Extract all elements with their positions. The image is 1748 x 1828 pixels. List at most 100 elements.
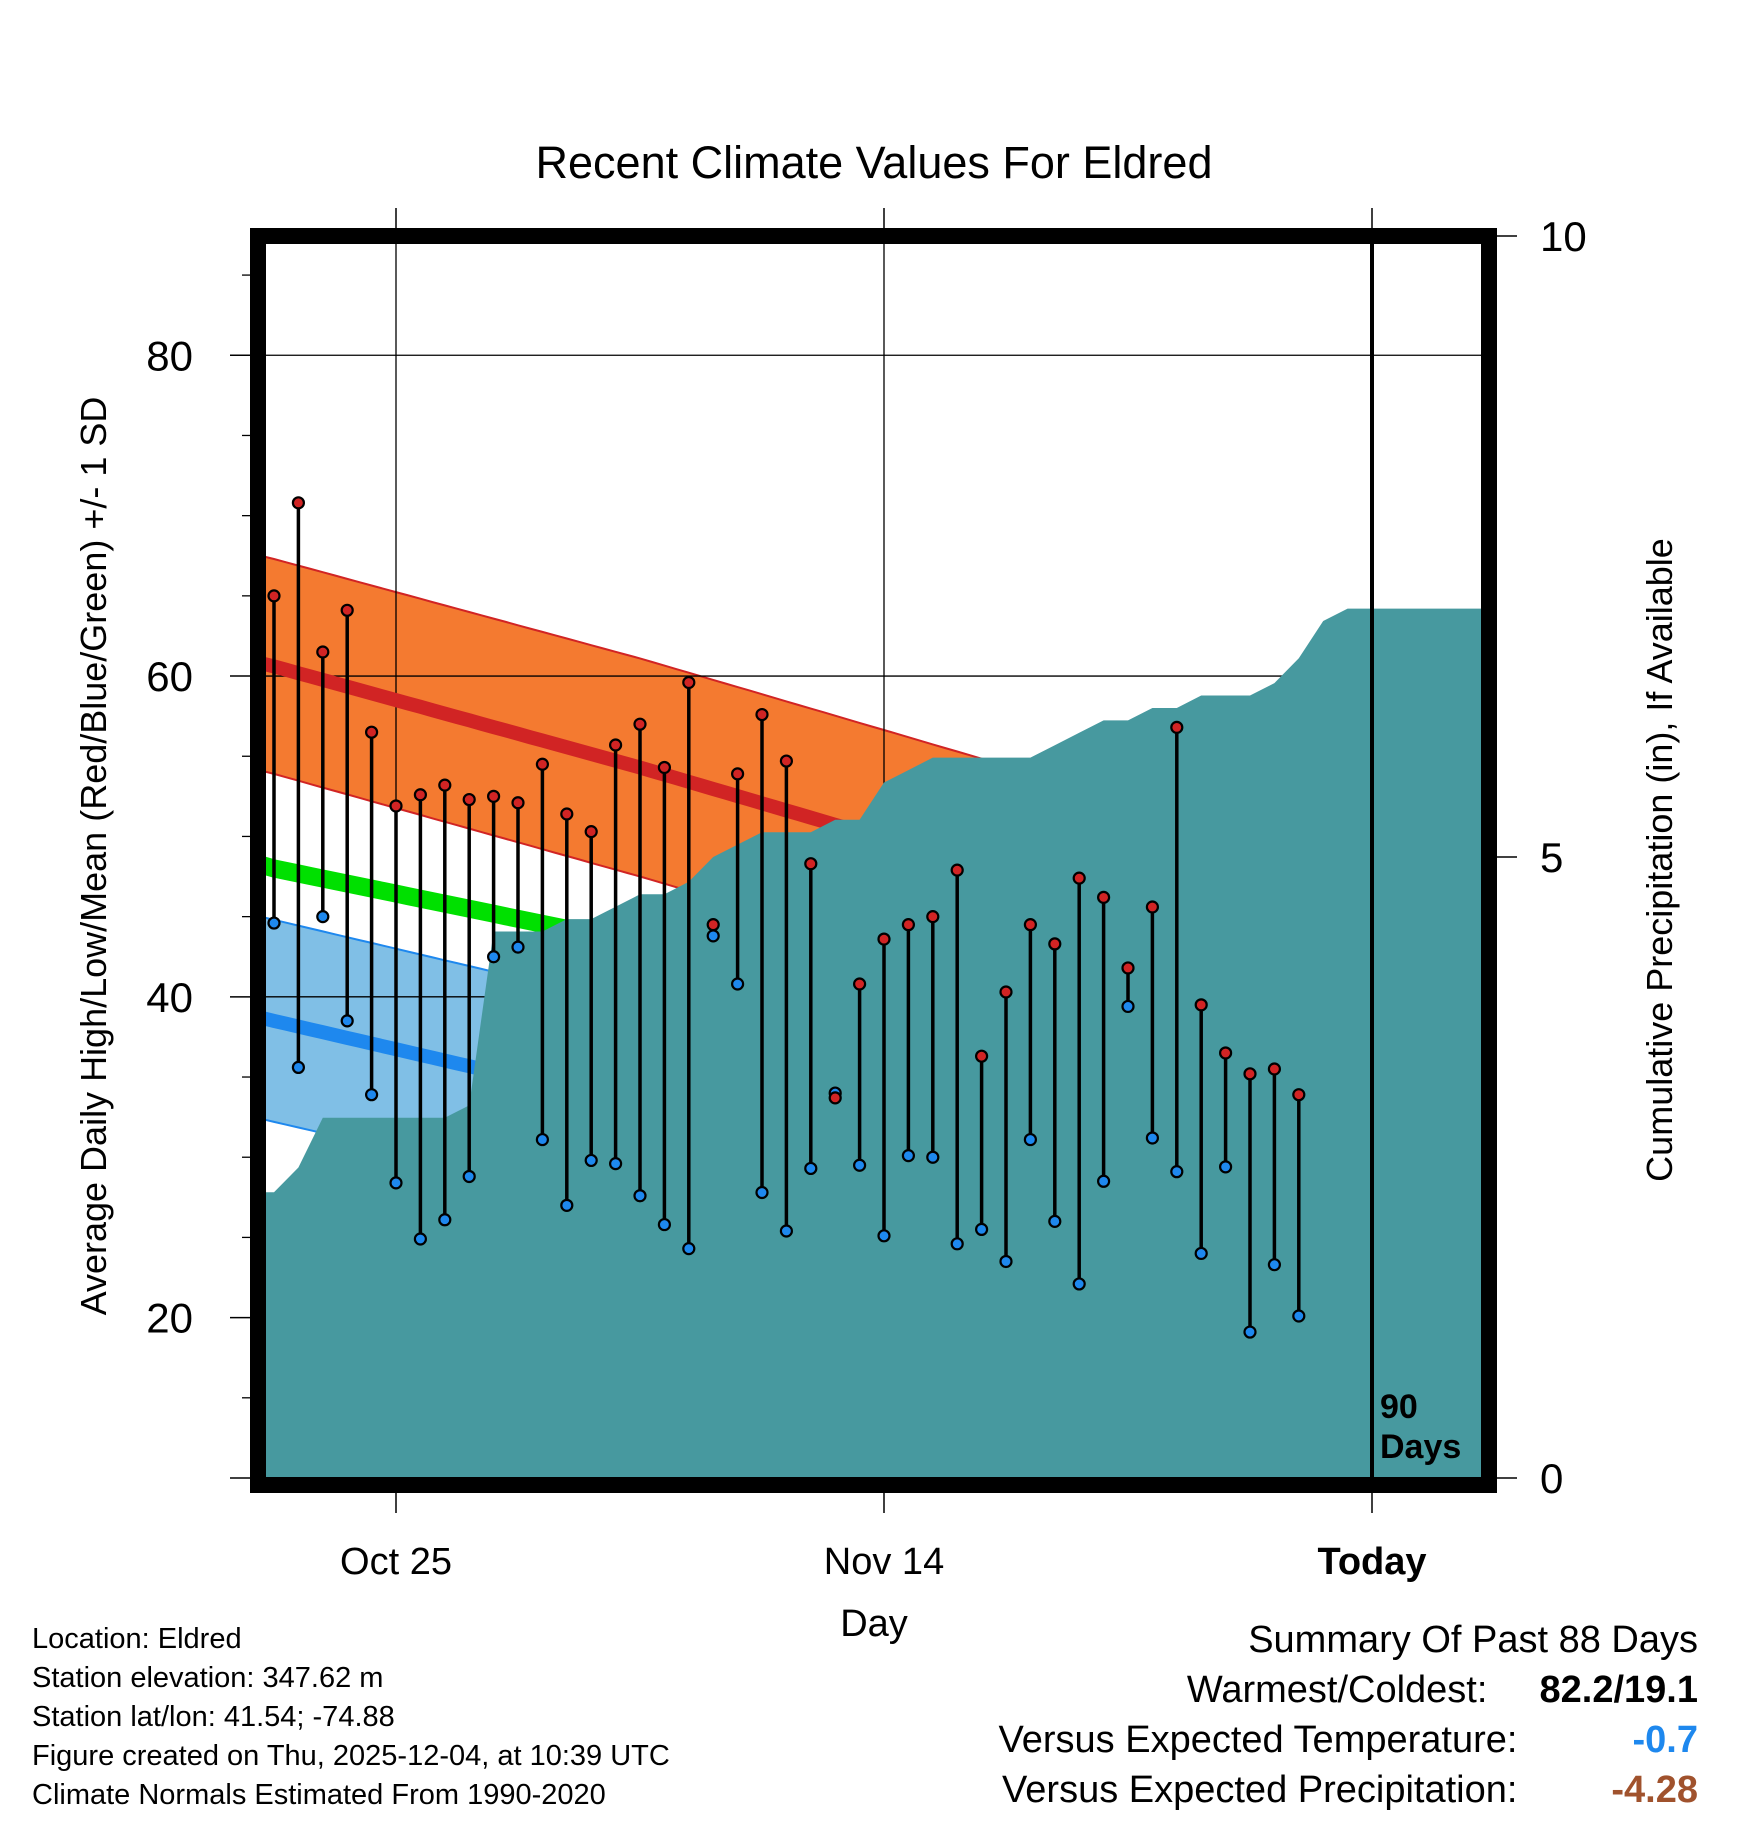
warm-cold-row: Warmest/Coldest: 82.2/19.1 <box>999 1665 1698 1715</box>
observed-low-point <box>608 1157 623 1171</box>
observed-low-point <box>49 1081 60 1092</box>
observed-low-point <box>1048 1214 1062 1228</box>
y-tick-label: 60 <box>146 653 193 700</box>
observed-low-point <box>511 940 525 954</box>
observed-low-point <box>560 1198 574 1212</box>
observed-high-point <box>999 985 1013 999</box>
observed-high-point <box>1121 961 1135 975</box>
observed-high-point <box>608 738 623 752</box>
observed-high-point <box>926 910 940 924</box>
observed-low-point <box>1218 1160 1233 1174</box>
observed-low-point <box>195 1163 206 1174</box>
normals-period-text: Climate Normals Estimated From 1990-2020 <box>32 1779 606 1811</box>
observed-high-point <box>1170 720 1184 734</box>
observed-high-point <box>511 796 525 810</box>
observed-high-point <box>49 743 60 754</box>
y-axis-label: Average Daily High/Low/Mean (Red/Blue/Gr… <box>73 397 114 1316</box>
observed-low-point <box>950 1237 964 1251</box>
observed-low-point <box>291 1060 305 1075</box>
y2-tick-label: 5 <box>1540 834 1563 881</box>
observed-low-point <box>316 910 330 924</box>
observed-low-point <box>682 1242 696 1256</box>
observed-high-point <box>779 754 794 768</box>
observed-low-point <box>1292 1309 1306 1323</box>
summary-panel: Summary Of Past 88 Days Warmest/Coldest:… <box>999 1615 1698 1815</box>
observed-high-point <box>804 857 818 871</box>
observed-high-point <box>1096 890 1111 904</box>
observed-low-point <box>340 1014 354 1028</box>
temp-anomaly-value: -0.7 <box>1632 1719 1698 1761</box>
warm-cold-value: 82.2/19.1 <box>1539 1669 1698 1711</box>
elevation-text: Station elevation: 347.62 m <box>32 1662 384 1694</box>
x-tick-label: Today <box>1317 1541 1426 1583</box>
observed-low-point <box>365 1088 379 1102</box>
observed-low-point <box>804 1161 818 1176</box>
observed-high-point <box>682 675 696 690</box>
warm-cold-label: Warmest/Coldest: <box>1186 1669 1488 1711</box>
observed-high-point <box>462 792 476 807</box>
plot-frame <box>250 228 1497 1493</box>
y2-tick-label: 0 <box>1540 1455 1563 1502</box>
observed-high-point <box>389 799 403 813</box>
observed-low-point <box>730 977 745 991</box>
observed-low-point <box>852 1158 867 1172</box>
observed-high-point <box>220 735 231 746</box>
observed-low-point <box>0 1150 11 1161</box>
observed-low-point <box>220 1059 231 1070</box>
observed-low-point <box>633 1189 647 1203</box>
observed-low-point <box>1023 1132 1038 1147</box>
temp-anomaly-label: Versus Expected Temperature: <box>998 1719 1518 1761</box>
observed-low-point <box>171 1081 182 1092</box>
observed-high-point <box>901 918 916 932</box>
observed-low-point <box>657 1217 672 1232</box>
observed-high-point <box>755 707 769 722</box>
observed-high-point <box>1292 1088 1306 1102</box>
summary-title: Summary Of Past 88 Days <box>1248 1619 1698 1661</box>
observed-high-point <box>950 863 964 877</box>
observed-low-point <box>755 1185 769 1200</box>
observed-low-point <box>487 950 501 964</box>
precip-anomaly-label: Versus Expected Precipitation: <box>1002 1769 1518 1811</box>
observed-low-point <box>462 1169 476 1184</box>
observed-high-point <box>877 932 891 946</box>
observed-high-point <box>147 772 158 783</box>
observed-low-point <box>999 1254 1013 1269</box>
marker-label-days-count: 90 <box>1380 1388 1418 1426</box>
observed-low-point <box>1145 1131 1160 1145</box>
observed-low-point <box>1267 1258 1282 1272</box>
observed-low-point <box>389 1176 403 1190</box>
observed-high-point <box>413 788 427 802</box>
observed-low-point <box>438 1213 452 1227</box>
observed-high-point <box>633 717 647 731</box>
observed-high-point <box>828 1091 842 1105</box>
created-text: Figure created on Thu, 2025-12-04, at 10… <box>32 1740 670 1772</box>
observed-high-point <box>267 589 281 603</box>
precip-anomaly-value: -4.28 <box>1611 1769 1698 1811</box>
observed-high-point <box>1243 1067 1257 1081</box>
observed-high-point <box>1218 1046 1233 1060</box>
observed-low-point <box>877 1229 891 1243</box>
observed-high-point <box>852 977 867 991</box>
observed-low-point <box>25 1209 36 1220</box>
observed-high-point <box>1023 918 1038 932</box>
observed-low-point <box>1096 1174 1111 1188</box>
observed-low-point <box>122 844 133 855</box>
x-tick-label: Oct 25 <box>340 1541 452 1583</box>
observed-low-point <box>1072 1277 1086 1291</box>
observed-high-point <box>706 918 720 932</box>
location-text: Location: Eldred <box>32 1623 242 1655</box>
observed-high-point <box>0 385 11 396</box>
observed-low-point <box>926 1150 940 1164</box>
y-tick-label: 80 <box>146 332 193 379</box>
observed-high-point <box>316 645 330 659</box>
observed-high-point <box>195 656 206 667</box>
observed-low-point <box>584 1153 598 1168</box>
observed-high-point <box>535 757 550 771</box>
observed-low-point <box>779 1224 794 1238</box>
latlon-text: Station lat/lon: 41.54; -74.88 <box>32 1701 395 1733</box>
observed-low-point <box>267 916 281 930</box>
observed-high-point <box>487 789 501 803</box>
observed-high-point <box>1194 998 1208 1012</box>
